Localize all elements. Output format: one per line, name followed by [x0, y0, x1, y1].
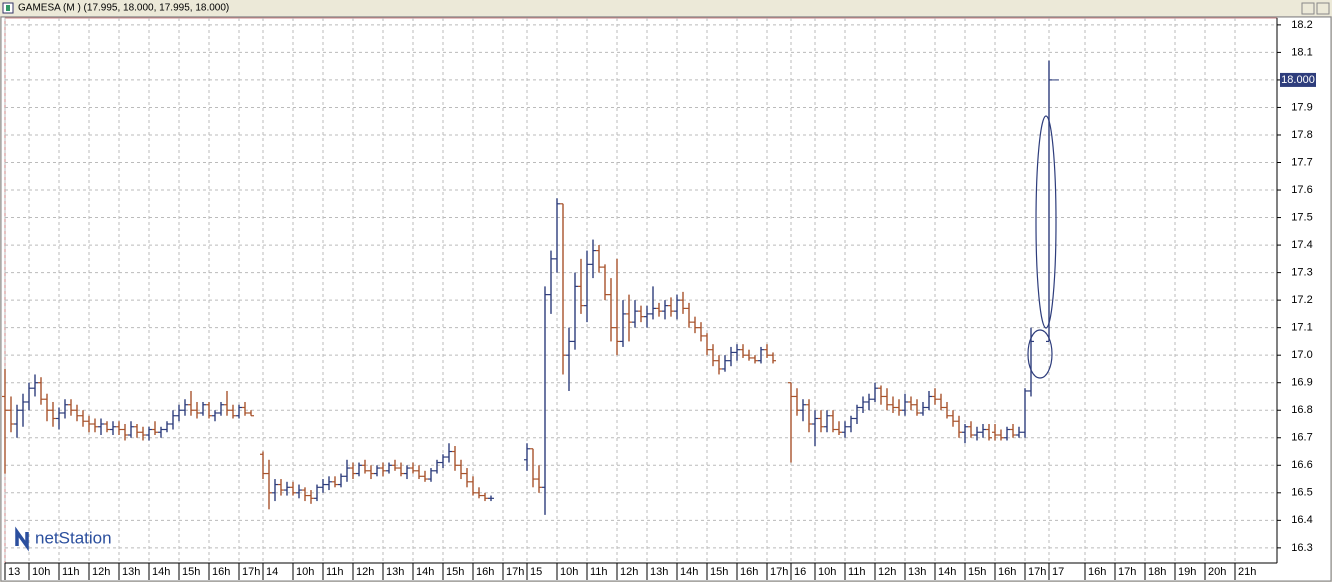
y-tick-label: 17.2 — [1291, 294, 1312, 306]
x-tick-label: 10h — [818, 566, 836, 578]
close-button[interactable] — [1316, 2, 1330, 15]
x-tick-label: 12h — [92, 566, 110, 578]
x-tick-label: 18h — [1148, 566, 1166, 578]
y-tick-label: 18.2 — [1291, 19, 1312, 31]
title-bar — [0, 0, 1332, 16]
window-icon-inner — [6, 5, 10, 11]
x-tick-label: 14h — [416, 566, 434, 578]
y-tick-label: 17.8 — [1291, 129, 1312, 141]
x-tick-label: 17h — [770, 566, 788, 578]
x-tick-label: 11h — [590, 566, 608, 578]
x-tick-label: 13h — [386, 566, 404, 578]
x-tick-label: 16h — [998, 566, 1016, 578]
x-tick-label: 10h — [296, 566, 314, 578]
last-price-label: 18.000 — [1281, 74, 1315, 86]
x-tick-label: 10h — [560, 566, 578, 578]
y-tick-label: 17.0 — [1291, 349, 1312, 361]
y-tick-label: 16.4 — [1291, 514, 1312, 526]
x-tick-label: 12h — [878, 566, 896, 578]
x-tick-label: 16 — [794, 566, 806, 578]
x-tick-label: 13h — [908, 566, 926, 578]
x-tick-label: 11h — [62, 566, 80, 578]
x-tick-label: 13h — [122, 566, 140, 578]
x-tick-label: 16h — [212, 566, 230, 578]
x-tick-label: 15h — [968, 566, 986, 578]
last-price-box — [1280, 72, 1316, 87]
y-tick-label: 17.3 — [1291, 267, 1312, 279]
restore-button[interactable] — [1301, 2, 1315, 15]
x-tick-label: 19h — [1178, 566, 1196, 578]
x-tick-label: 14h — [938, 566, 956, 578]
annotation-ellipse — [1035, 115, 1057, 329]
y-tick-label: 16.3 — [1291, 542, 1312, 554]
x-tick-label: 14 — [266, 566, 278, 578]
x-tick-label: 17h — [1028, 566, 1046, 578]
y-tick-label: 16.6 — [1291, 459, 1312, 471]
window-title: GAMESA (M ) (17.995, 18.000, 17.995, 18.… — [18, 3, 229, 14]
x-tick-label: 14h — [680, 566, 698, 578]
x-tick-label: 16h — [476, 566, 494, 578]
y-tick-label: 17.4 — [1291, 239, 1312, 251]
y-tick-label: 17.6 — [1291, 184, 1312, 196]
x-tick-label: 15 — [530, 566, 542, 578]
y-tick-label: 17.5 — [1291, 211, 1312, 223]
x-tick-label: 12h — [620, 566, 638, 578]
plot-area — [4, 17, 1278, 564]
x-tick-label: 11h — [326, 566, 344, 578]
x-tick-label: 13h — [650, 566, 668, 578]
y-tick-label: 16.9 — [1291, 377, 1312, 389]
logo-icon — [15, 526, 29, 552]
x-tick-label: 11h — [848, 566, 866, 578]
x-tick-label: 10h — [32, 566, 50, 578]
annotation-ellipse — [1027, 329, 1053, 379]
x-tick-label: 17h — [242, 566, 260, 578]
x-tick-label: 17h — [1118, 566, 1136, 578]
y-tick-label: 17.9 — [1291, 101, 1312, 113]
y-tick-label: 17.1 — [1291, 322, 1312, 334]
x-tick-label: 12h — [356, 566, 374, 578]
y-tick-label: 18.1 — [1291, 46, 1312, 58]
y-tick-label: 17.7 — [1291, 156, 1312, 168]
watermark: netStation — [35, 528, 112, 547]
x-tick-label: 21h — [1238, 566, 1256, 578]
x-tick-label: 16h — [740, 566, 758, 578]
x-tick-label: 17 — [1052, 566, 1064, 578]
y-tick-label: 16.5 — [1291, 487, 1312, 499]
x-tick-label: 20h — [1208, 566, 1226, 578]
x-tick-label: 14h — [152, 566, 170, 578]
x-tick-label: 15h — [182, 566, 200, 578]
x-tick-label: 13 — [8, 566, 20, 578]
x-tick-label: 17h — [506, 566, 524, 578]
x-tick-label: 15h — [446, 566, 464, 578]
y-tick-label: 16.7 — [1291, 432, 1312, 444]
x-tick-label: 16h — [1088, 566, 1106, 578]
y-tick-label: 16.8 — [1291, 404, 1312, 416]
x-tick-label: 15h — [710, 566, 728, 578]
